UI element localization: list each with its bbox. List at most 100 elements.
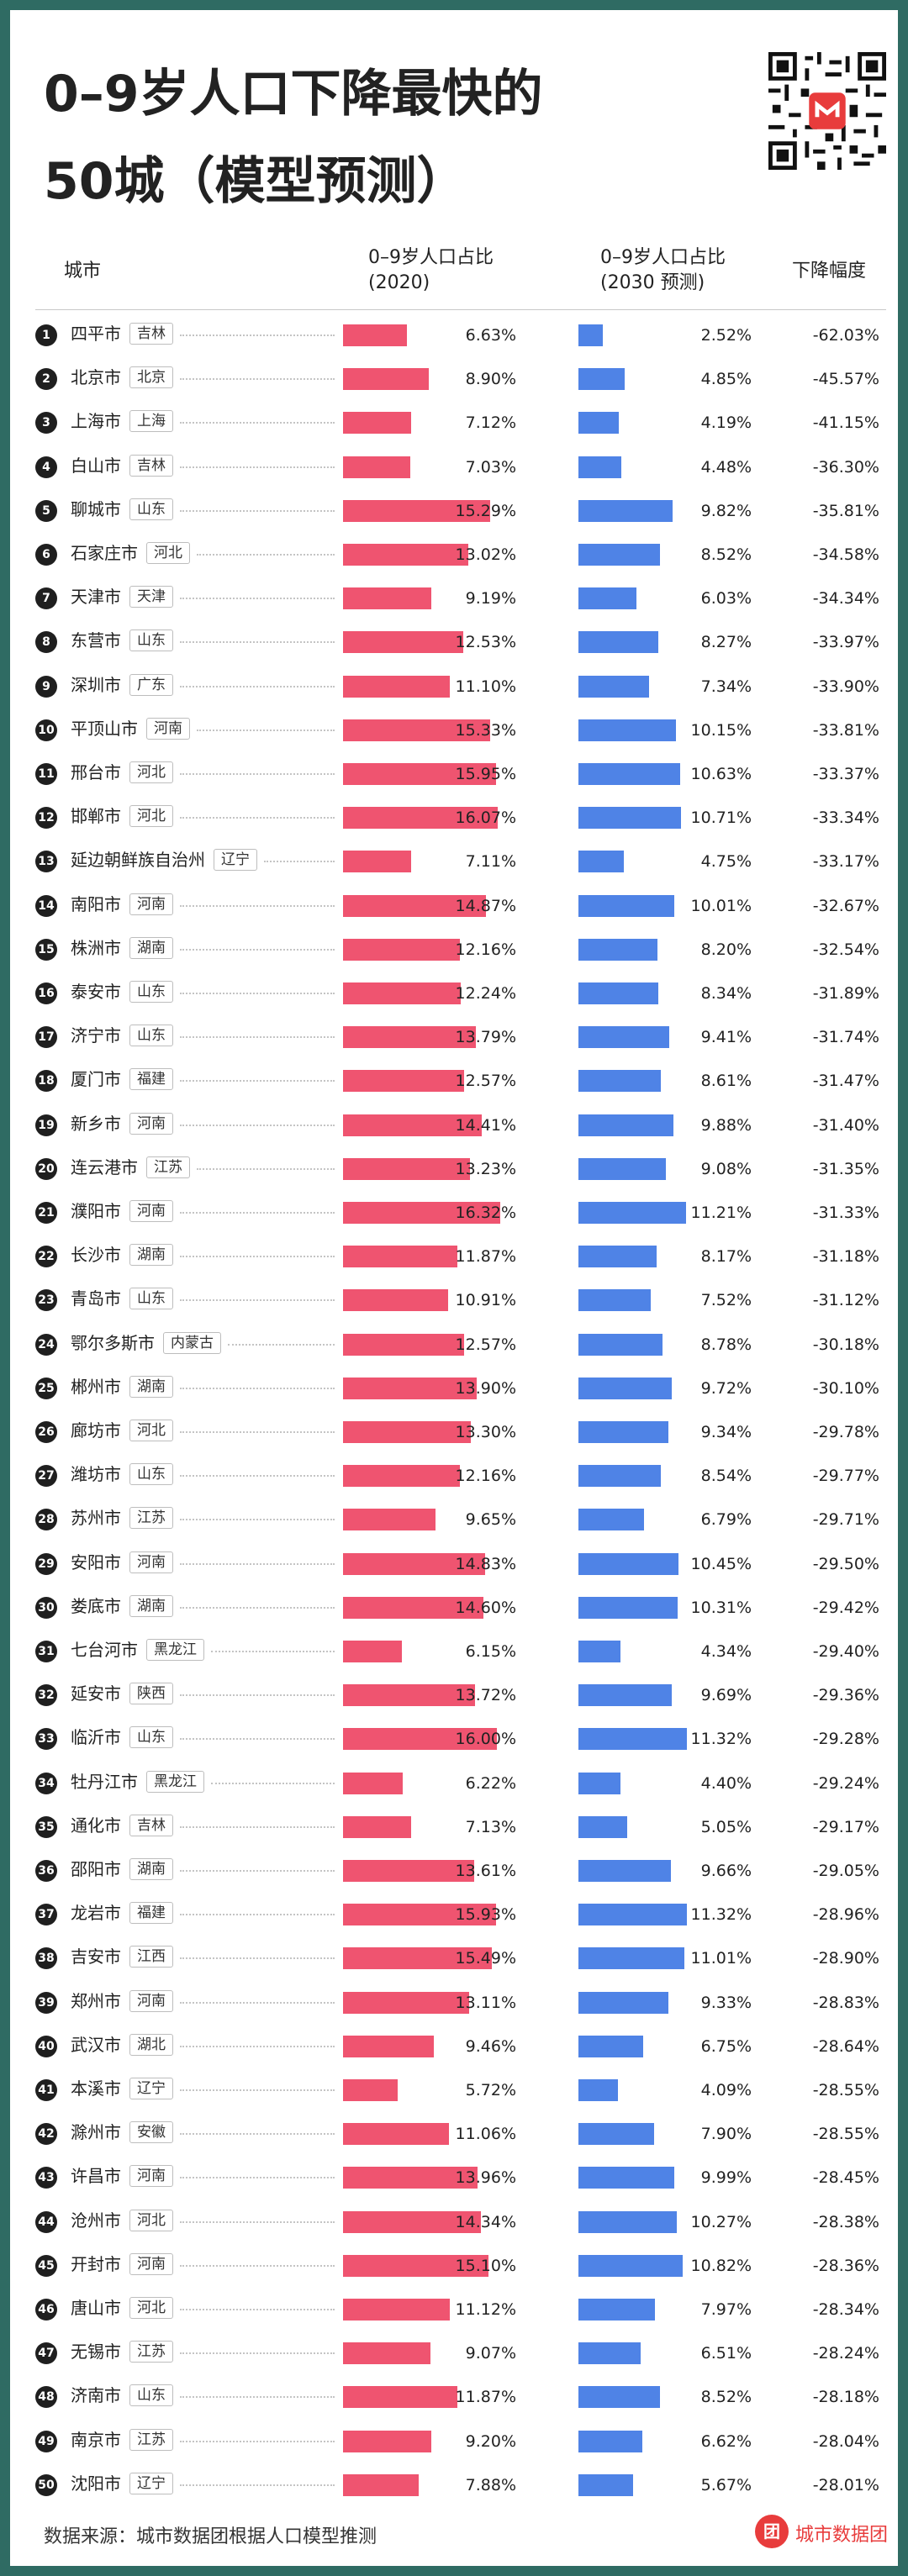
city-cell: 聊城市 山东 <box>71 497 173 522</box>
table-row: 16 泰安市 山东 12.24% 8.34% -31.89% <box>10 971 898 1014</box>
bar-2030 <box>578 1333 663 1356</box>
city-name: 白山市 <box>71 455 121 476</box>
leader-dots <box>180 2440 335 2442</box>
city-name: 滁州市 <box>71 2122 121 2143</box>
rank-badge: 29 <box>35 1552 57 1575</box>
bar-2030 <box>578 2123 655 2146</box>
bar-2030 <box>578 2254 683 2277</box>
rank-badge: 30 <box>35 1596 57 1619</box>
value-2020: 15.29% <box>455 501 516 520</box>
city-cell: 吉安市 江西 <box>71 1944 173 1969</box>
leader-dots <box>180 1825 335 1828</box>
city-cell: 白山市 吉林 <box>71 453 173 478</box>
leader-dots <box>180 1519 335 1521</box>
value-2030: 4.48% <box>700 457 752 477</box>
bar-2020 <box>343 2079 399 2101</box>
bar-2020 <box>343 1114 482 1136</box>
bar-2020 <box>343 1465 460 1488</box>
city-name: 龙岩市 <box>71 1903 121 1924</box>
value-2030: 9.82% <box>700 501 752 520</box>
value-2030: 7.52% <box>700 1291 752 1310</box>
decline-value: -30.10% <box>812 1378 879 1398</box>
bar-2020 <box>343 1772 404 1794</box>
province-tag: 山东 <box>129 2384 173 2407</box>
leader-dots <box>180 1431 335 1433</box>
rank-badge: 15 <box>35 938 57 961</box>
rank-badge: 18 <box>35 1070 57 1093</box>
value-2020: 7.12% <box>465 414 516 433</box>
value-2030: 8.54% <box>700 1467 752 1486</box>
table-row: 6 石家庄市 河北 13.02% 8.52% -34.58% <box>10 532 898 576</box>
bar-2020 <box>343 2035 435 2057</box>
table-row: 38 吉安市 江西 15.49% 11.01% -28.90% <box>10 1936 898 1979</box>
rank-badge: 2 <box>35 368 57 391</box>
rank-badge: 11 <box>35 763 57 785</box>
value-2020: 15.33% <box>455 720 516 740</box>
city-cell: 南京市 江苏 <box>71 2427 173 2452</box>
leader-dots <box>180 817 335 819</box>
bar-2030 <box>578 2473 633 2496</box>
bar-2020 <box>343 2254 488 2277</box>
rank-badge: 1 <box>35 324 57 346</box>
bar-2020 <box>343 1641 403 1662</box>
leader-dots <box>180 2309 335 2310</box>
bar-2030 <box>578 938 657 961</box>
bar-2020 <box>343 1991 469 2014</box>
bar-2020 <box>343 807 498 830</box>
rank-badge: 45 <box>35 2254 57 2277</box>
decline-value: -35.81% <box>812 501 879 520</box>
decline-value: -28.55% <box>812 2125 879 2144</box>
value-2030: 11.32% <box>690 1730 752 1749</box>
city-cell: 济南市 山东 <box>71 2383 173 2408</box>
city-name: 濮阳市 <box>71 1201 121 1221</box>
bar-2030 <box>578 2342 641 2365</box>
bar-2030 <box>578 1815 627 1838</box>
decline-value: -31.18% <box>812 1247 879 1267</box>
province-tag: 安徽 <box>129 2121 173 2144</box>
bar-2020 <box>343 1070 464 1093</box>
value-2030: 7.90% <box>700 2125 752 2144</box>
value-2030: 10.15% <box>690 720 752 740</box>
bar-2030 <box>578 2167 675 2189</box>
province-tag: 广东 <box>129 673 173 696</box>
leader-dots <box>180 598 335 600</box>
table-row: 50 沈阳市 辽宁 7.88% 5.67% -28.01% <box>10 2463 898 2506</box>
city-name: 临沂市 <box>71 1727 121 1748</box>
value-2020: 9.65% <box>465 1510 516 1530</box>
value-2030: 11.21% <box>690 1204 752 1222</box>
city-name: 邢台市 <box>71 762 121 782</box>
bar-2020 <box>343 1904 497 1926</box>
decline-value: -31.47% <box>812 1072 879 1091</box>
bar-2020 <box>343 2386 457 2409</box>
table-row: 23 青岛市 山东 10.91% 7.52% -31.12% <box>10 1277 898 1321</box>
city-cell: 临沂市 山东 <box>71 1725 173 1750</box>
table-row: 18 厦门市 福建 12.57% 8.61% -31.47% <box>10 1058 898 1102</box>
province-tag: 江西 <box>129 1946 173 1968</box>
bar-2030 <box>578 587 636 610</box>
rank-badge: 34 <box>35 1772 57 1794</box>
bar-2030 <box>578 368 626 391</box>
province-tag: 河南 <box>146 717 190 740</box>
decline-value: -33.97% <box>812 633 879 652</box>
city-name: 上海市 <box>71 411 121 432</box>
province-tag: 上海 <box>129 410 173 433</box>
province-tag: 山东 <box>129 1025 173 1047</box>
table-row: 9 深圳市 广东 11.10% 7.34% -33.90% <box>10 664 898 708</box>
table-row: 7 天津市 天津 9.19% 6.03% -34.34% <box>10 576 898 619</box>
decline-value: -29.05% <box>812 1862 879 1880</box>
leader-dots <box>180 641 335 644</box>
city-name: 开封市 <box>71 2253 121 2274</box>
province-tag: 河南 <box>129 2252 173 2275</box>
value-2020: 11.06% <box>455 2125 516 2144</box>
value-2020: 13.23% <box>455 1159 516 1178</box>
rank-badge: 10 <box>35 719 57 741</box>
value-2030: 6.03% <box>700 589 752 608</box>
leader-dots <box>197 1167 335 1170</box>
bar-2030 <box>578 1289 651 1312</box>
value-2030: 8.78% <box>700 1335 752 1354</box>
province-tag: 山东 <box>129 630 173 652</box>
value-2020: 16.32% <box>455 1204 516 1222</box>
value-2020: 12.57% <box>455 1072 516 1091</box>
table-row: 35 通化市 吉林 7.13% 5.05% -29.17% <box>10 1804 898 1848</box>
value-2030: 6.51% <box>700 2344 752 2363</box>
